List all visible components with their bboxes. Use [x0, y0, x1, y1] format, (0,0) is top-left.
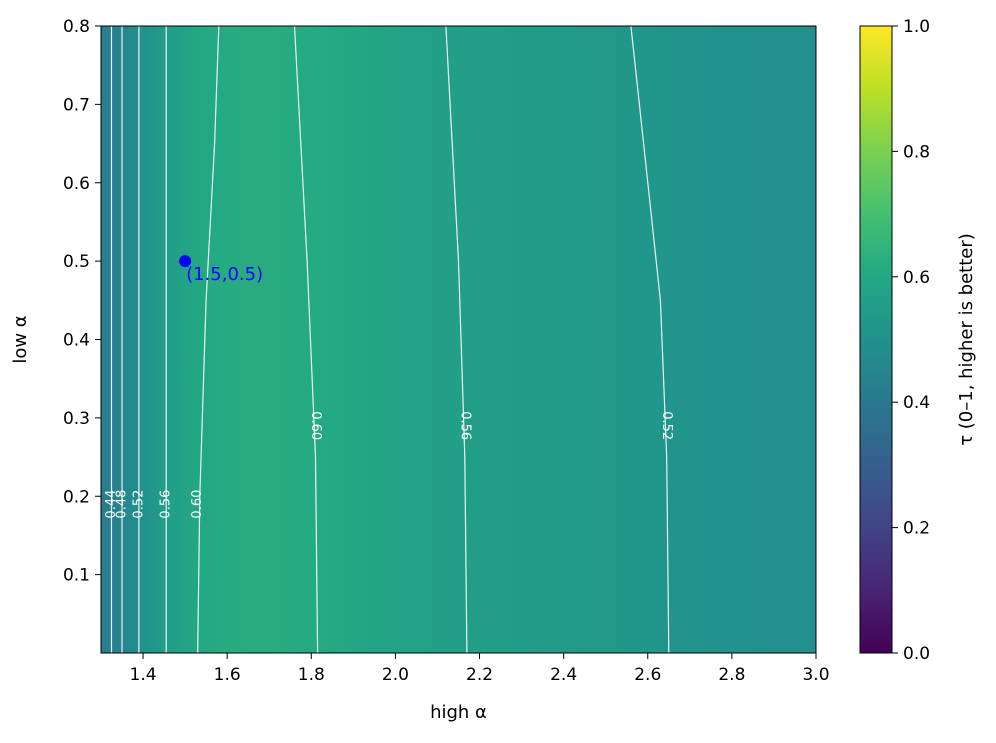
y-tick-label: 0.4	[63, 331, 90, 351]
y-tick-label: 0.7	[63, 95, 90, 115]
contour-line	[197, 25, 220, 654]
colorbar-gradient	[859, 25, 893, 654]
x-tick-label: 2.0	[382, 665, 409, 685]
annotation-label: (1.5,0.5)	[186, 264, 263, 285]
colorbar-tick-label: 0.8	[903, 142, 930, 162]
x-tick-label: 2.2	[466, 665, 493, 685]
y-axis-label: low α	[10, 315, 31, 363]
contour-label: 0.56	[457, 411, 472, 440]
contour-label: 0.48	[115, 490, 130, 519]
y-axis: 0.1 0.2 0.3 0.4 0.5 0.6 0.7 0.8	[63, 17, 101, 586]
contour-line	[445, 25, 468, 654]
contour-line	[293, 25, 319, 654]
colorbar-label: τ (0–1, higher is better)	[956, 233, 977, 446]
colorbar-tick-label: 0.6	[903, 268, 930, 288]
x-tick-label: 2.4	[550, 665, 577, 685]
y-tick-label: 0.1	[63, 566, 90, 586]
contour-line	[630, 25, 670, 654]
annotation-group: (1.5,0.5)	[179, 255, 263, 285]
colorbar: 0.0 0.2 0.4 0.6 0.8 1.0 τ (0–1, higher is bet…	[859, 17, 977, 664]
contour-label: 0.52	[659, 411, 674, 440]
colorbar-tick-label: 0.0	[903, 644, 930, 664]
x-tick-label: 1.8	[298, 665, 325, 685]
y-tick-label: 0.6	[63, 174, 90, 194]
y-tick-label: 0.8	[63, 17, 90, 37]
contour-label: 0.52	[131, 490, 146, 519]
colorbar-tick-label: 0.2	[903, 519, 930, 539]
contour-label: 0.44	[104, 490, 119, 519]
y-tick-label: 0.3	[63, 409, 90, 429]
x-tick-label: 2.8	[718, 665, 745, 685]
colorbar-tick-label: 1.0	[903, 17, 930, 37]
colorbar-tick-label: 0.4	[903, 393, 930, 413]
colorbar-ticks: 0.0 0.2 0.4 0.6 0.8 1.0	[892, 17, 930, 664]
x-axis-label: high α	[430, 702, 487, 723]
y-tick-label: 0.2	[63, 487, 90, 507]
contour-lines: 0.440.48 0.52 0.56 0.600.60 0.56 0.52	[104, 25, 674, 654]
contour-label: 0.60	[190, 490, 205, 519]
heatmap-surface	[101, 26, 816, 653]
annotation-point	[179, 255, 192, 268]
x-axis: 1.4 1.6 1.8 2.0 2.2 2.4 2.6 2.8 3.0	[130, 653, 830, 685]
x-tick-label: 1.6	[214, 665, 241, 685]
contour-label: 0.60	[308, 411, 323, 440]
plot-area: 0.440.48 0.52 0.56 0.600.60 0.56 0.52 (1.5,0.…	[100, 25, 817, 654]
x-tick-label: 1.4	[130, 665, 157, 685]
x-tick-label: 2.6	[634, 665, 661, 685]
contour-label: 0.56	[159, 490, 174, 519]
x-tick-label: 3.0	[802, 665, 829, 685]
y-tick-label: 0.5	[63, 252, 90, 272]
